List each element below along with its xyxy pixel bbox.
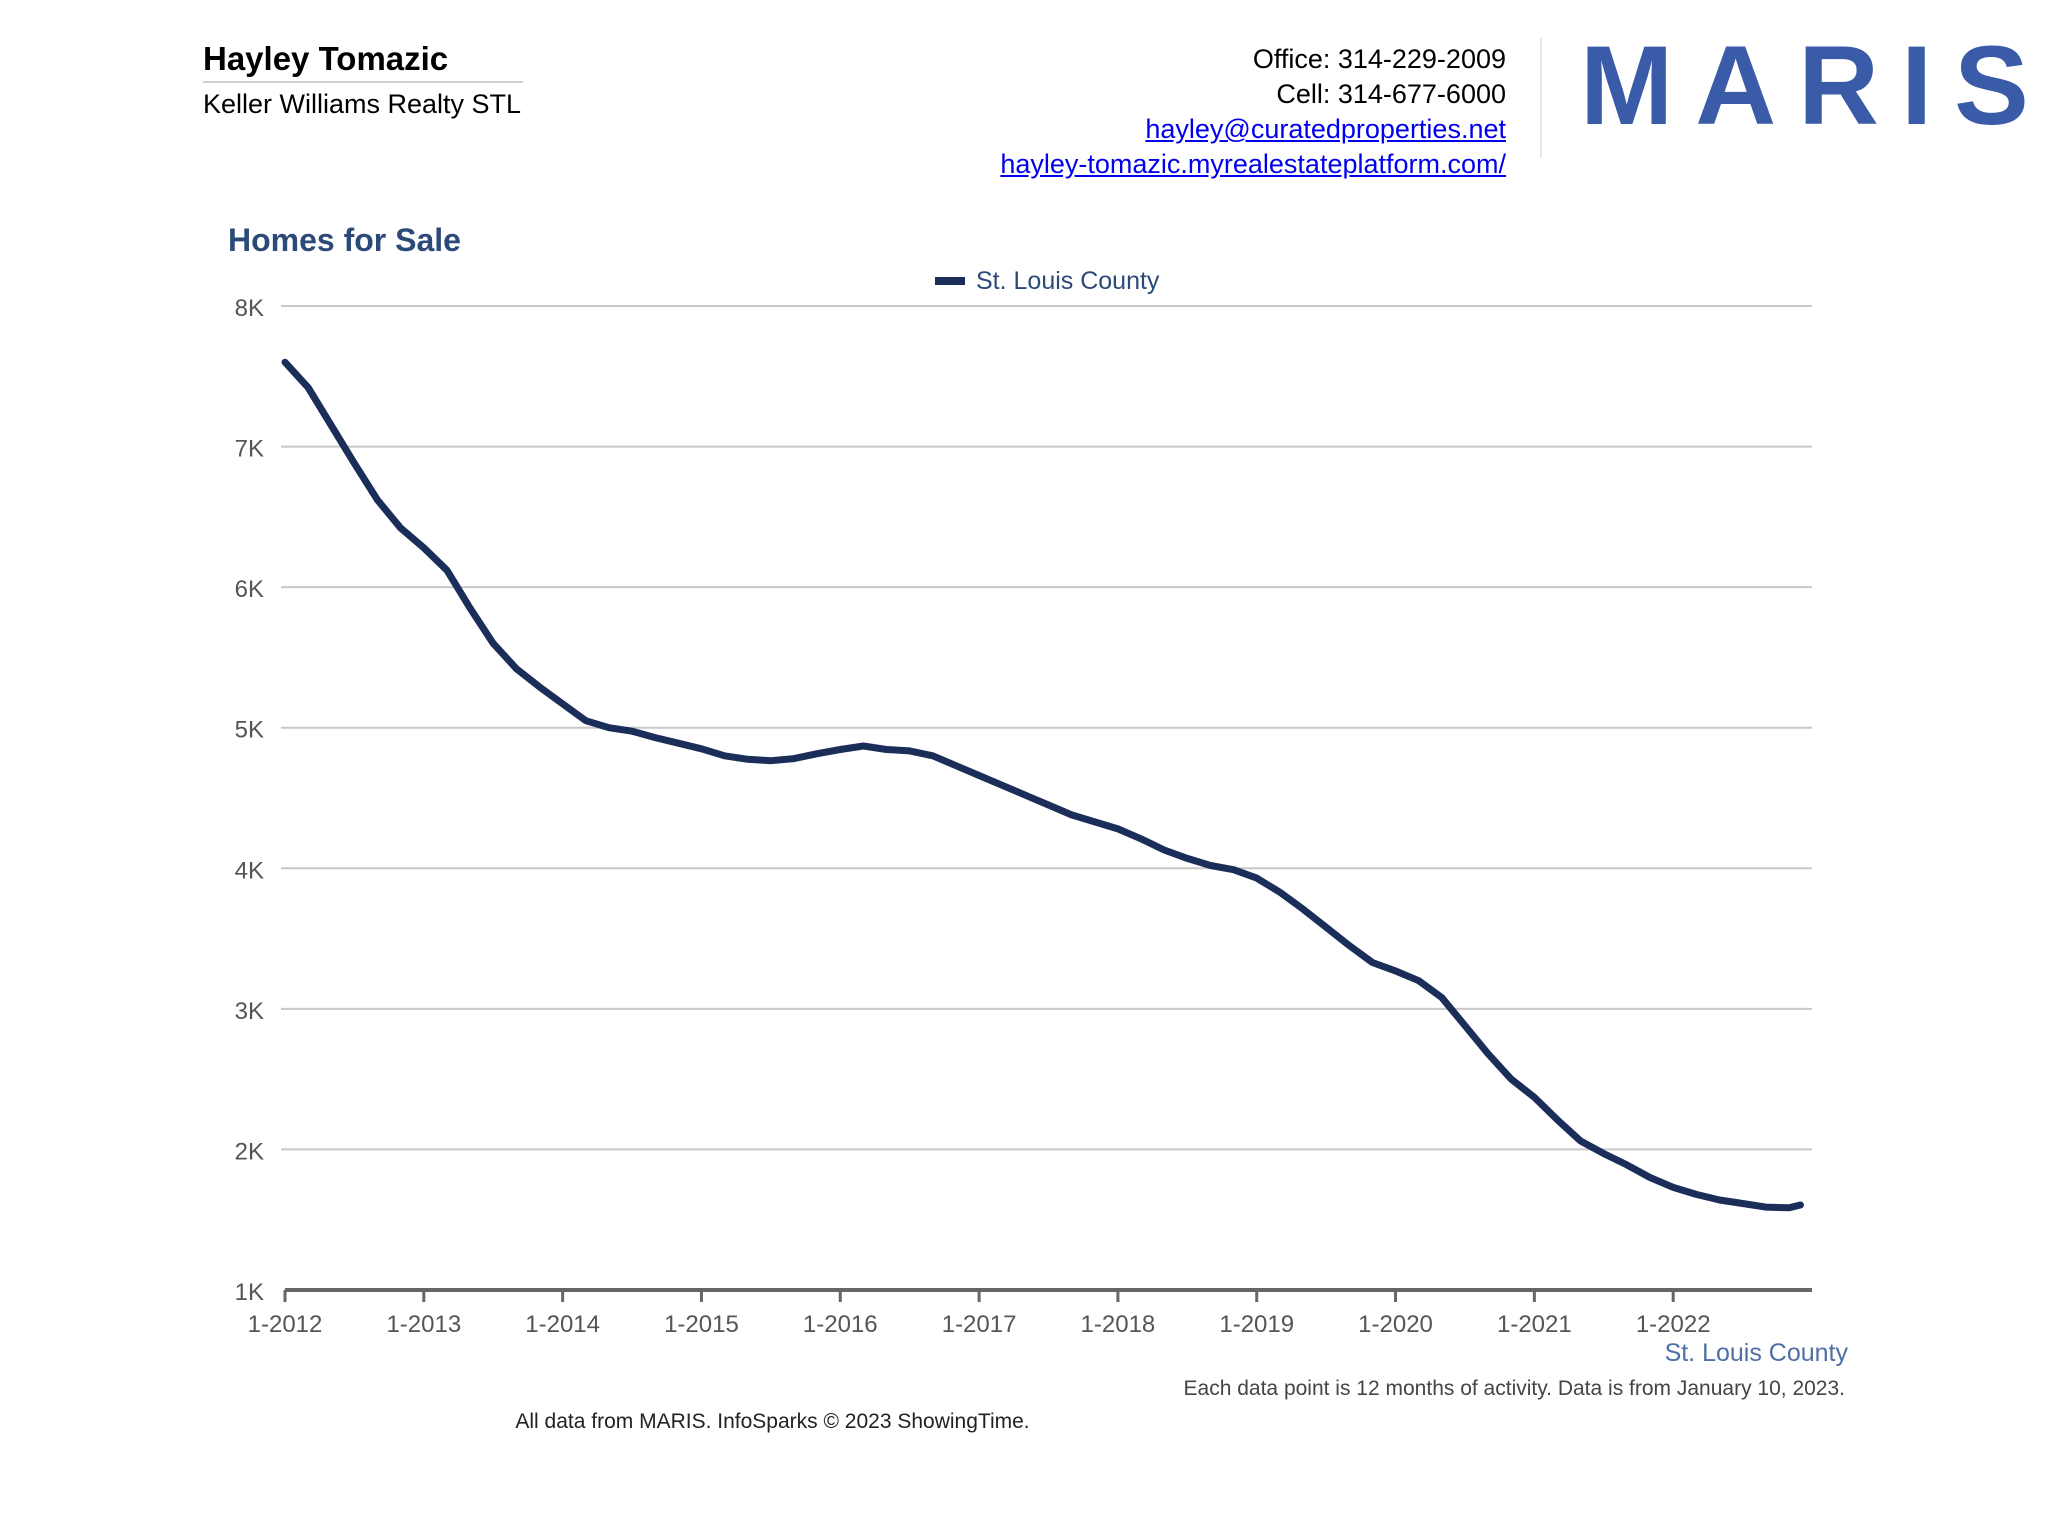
x-tick-label: 1-2012 [248, 1311, 323, 1338]
chart-title: Homes for Sale [228, 222, 461, 258]
x-tick-label: 1-2014 [525, 1311, 600, 1338]
y-tick-label: 2K [235, 1138, 264, 1165]
x-tick-label: 1-2013 [386, 1311, 461, 1338]
agent-company: Keller Williams Realty STL [203, 89, 522, 119]
x-tick-label: 1-2017 [942, 1311, 1017, 1338]
y-tick-label: 3K [235, 998, 264, 1025]
y-tick-label: 7K [235, 436, 264, 463]
x-tick-label: 1-2020 [1358, 1311, 1433, 1338]
y-tick-label: 5K [235, 717, 264, 744]
x-tick-label: 1-2015 [664, 1311, 739, 1338]
x-tick-label: 1-2022 [1636, 1311, 1711, 1338]
y-tick-label: 4K [235, 857, 264, 884]
x-tick-label: 1-2018 [1081, 1311, 1156, 1338]
office-phone: Office: 314-229-2009 [1252, 44, 1506, 74]
header-divider [1540, 38, 1542, 158]
x-tick-label: 1-2016 [803, 1311, 878, 1338]
email-link[interactable]: hayley@curatedproperties.net [1145, 114, 1506, 144]
series-line-st-louis-county [281, 358, 1804, 1212]
website-link[interactable]: hayley-tomazic.myrealestateplatform.com/ [1000, 149, 1506, 179]
maris-logo: MARIS [1580, 23, 2048, 148]
x-tick-label: 1-2019 [1219, 1311, 1294, 1338]
cell-phone: Cell: 314-677-6000 [1276, 79, 1506, 109]
x-axis-caption: St. Louis County [1665, 1339, 1849, 1367]
y-tick-label: 6K [235, 576, 264, 603]
agent-name: Hayley Tomazic [203, 40, 523, 83]
x-tick-label: 1-2021 [1497, 1311, 1572, 1338]
legend-label: St. Louis County [976, 267, 1160, 295]
y-tick-label: 8K [235, 295, 264, 322]
attribution: All data from MARIS. InfoSparks © 2023 S… [515, 1410, 1030, 1433]
agent-block: Hayley Tomazic Keller Williams Realty ST… [203, 40, 523, 120]
y-tick-label: 1K [235, 1279, 264, 1306]
chart-footnote: Each data point is 12 months of activity… [1184, 1377, 1845, 1400]
contact-block: Office: 314-229-2009 Cell: 314-677-6000 … [1000, 42, 1506, 182]
